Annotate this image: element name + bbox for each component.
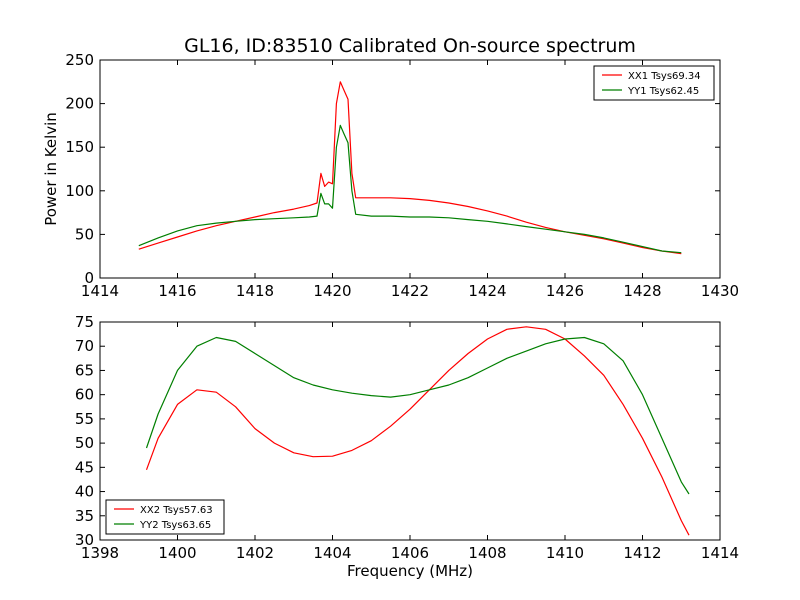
y-tick-label: 55 [75, 410, 94, 428]
x-tick-label: 1428 [623, 282, 661, 300]
x-tick-label: 1412 [623, 544, 661, 562]
x-tick-label: 1410 [546, 544, 584, 562]
bottom-panel: 1398 1400 1402 1404 1406 1408 1410 1412 1414 30 35… [75, 313, 739, 580]
x-tick-label: 1418 [236, 282, 274, 300]
top-panel: 1414 1416 1418 1420 1422 1424 1426 1428 1430 0 50 1… [42, 35, 739, 300]
x-tick-label: 1420 [313, 282, 351, 300]
legend: XX1 Tsys69.34 YY1 Tsys62.45 [593, 65, 715, 101]
x-tick-label: 1430 [701, 282, 739, 300]
y-axis-label: Power in Kelvin [42, 112, 60, 226]
y-tick-label: 45 [75, 458, 94, 476]
x-tick-label: 1402 [236, 544, 274, 562]
y-tick-label: 200 [65, 95, 94, 113]
x-tick-label: 1414 [81, 282, 119, 300]
y-tick-label: 60 [75, 386, 94, 404]
legend-entry: YY2 Tsys63.65 [139, 520, 211, 531]
legend-entry: XX1 Tsys69.34 [628, 71, 701, 82]
legend-box [105, 499, 225, 535]
y-tick-label: 250 [65, 51, 94, 69]
y-tick-label: 40 [75, 483, 94, 501]
x-tick-label: 1416 [158, 282, 196, 300]
y-tick-label: 100 [65, 182, 94, 200]
y-tick-label: 65 [75, 361, 94, 379]
x-tick-label: 1422 [391, 282, 429, 300]
y-tick-label: 50 [75, 225, 94, 243]
y-tick-label: 0 [84, 269, 94, 287]
legend: XX2 Tsys57.63 YY2 Tsys63.65 [105, 499, 225, 535]
legend-box [593, 65, 715, 101]
y-tick-label: 30 [75, 531, 94, 549]
y-tick-label: 150 [65, 138, 94, 156]
series-line-1-1 [138, 81, 682, 255]
series-line-1-2 [138, 124, 682, 254]
x-tick-label: 1408 [468, 544, 506, 562]
x-tick-label: 1424 [468, 282, 506, 300]
x-tick-label: 1414 [701, 544, 739, 562]
chart-title: GL16, ID:83510 Calibrated On-source spec… [184, 35, 636, 57]
y-tick-label: 35 [75, 507, 94, 525]
x-axis-label: Frequency (MHz) [347, 562, 473, 580]
x-tick-label: 1398 [81, 544, 119, 562]
legend-entry: YY1 Tsys62.45 [627, 86, 699, 97]
x-tick-label: 1404 [313, 544, 351, 562]
x-tick-label: 1406 [391, 544, 429, 562]
y-tick-label: 50 [75, 434, 94, 452]
series-line-2-1 [145, 326, 690, 536]
legend-entry: XX2 Tsys57.63 [140, 505, 213, 516]
y-tick-label: 70 [75, 337, 94, 355]
x-tick-label: 1426 [546, 282, 584, 300]
y-tick-label: 75 [75, 313, 94, 331]
series-line-2-2 [145, 336, 690, 495]
x-tick-label: 1400 [158, 544, 196, 562]
